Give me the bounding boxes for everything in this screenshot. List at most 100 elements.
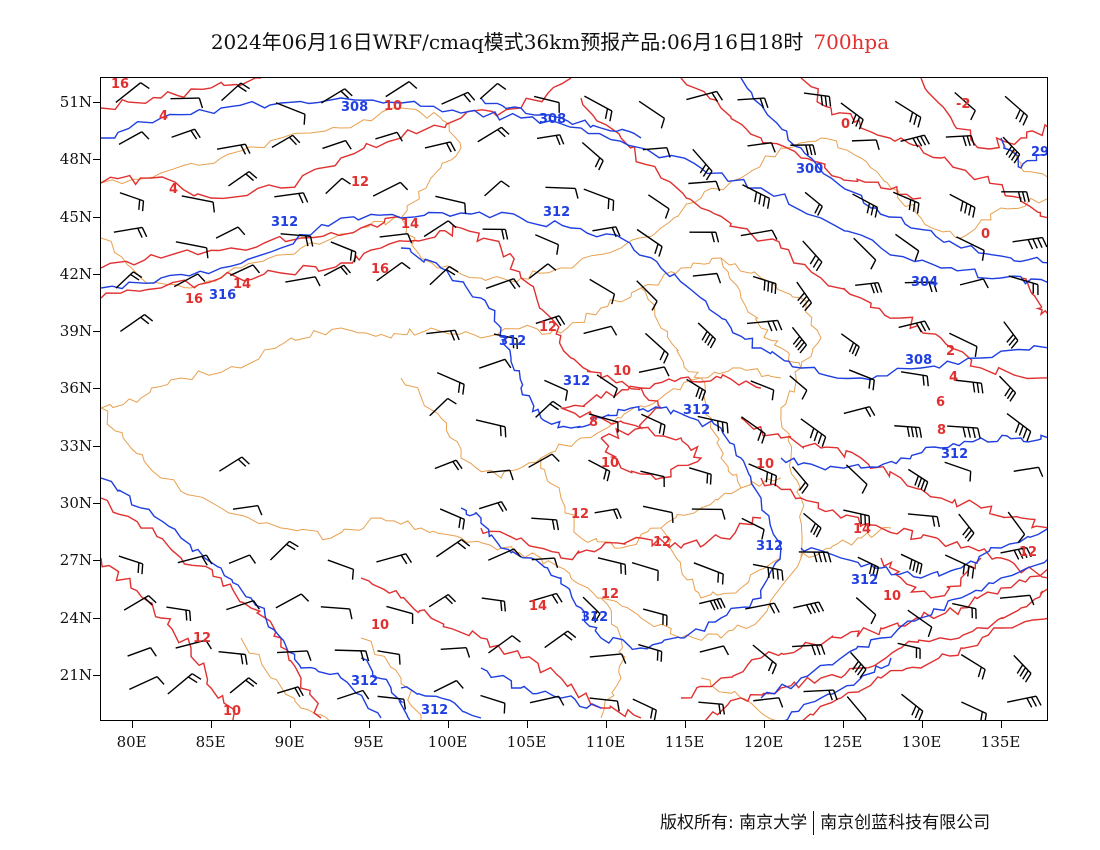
- height-contour-label: 312: [543, 205, 570, 220]
- height-contour-label: 312: [581, 610, 608, 625]
- wind-barb: [1001, 191, 1030, 203]
- wind-barb: [789, 375, 808, 400]
- wind-barb: [900, 371, 929, 387]
- wind-barb: [636, 280, 658, 311]
- lon-tick: [605, 721, 607, 728]
- temperature-contour-label: 6: [936, 395, 945, 410]
- height-contour-label: 312: [756, 539, 783, 554]
- height-contour-label: 312: [683, 403, 710, 418]
- lat-tick: [93, 216, 100, 218]
- wind-barb: [275, 593, 310, 609]
- wind-barb: [426, 329, 460, 341]
- height-contour: [480, 97, 642, 139]
- wind-barb: [699, 645, 730, 656]
- height-contour-label: 308: [341, 100, 368, 115]
- wind-barb: [167, 673, 202, 695]
- wind-barb: [642, 608, 668, 626]
- wind-barb: [589, 278, 616, 305]
- boundary-line: [660, 527, 782, 599]
- temperature-contour-label: 16: [185, 292, 203, 307]
- wind-barb: [1004, 95, 1029, 126]
- boundary-line: [600, 597, 626, 719]
- lon-label: 105E: [506, 733, 547, 751]
- height-contour: [400, 247, 782, 651]
- wind-barb: [170, 97, 204, 109]
- lat-label: 21N: [59, 666, 92, 685]
- wind-barb: [385, 81, 418, 98]
- wind-barbs: [113, 81, 1047, 720]
- lat-label: 45N: [59, 207, 92, 226]
- wind-barb: [485, 278, 521, 290]
- wind-barb: [741, 416, 766, 444]
- wind-barb: [588, 459, 611, 482]
- lat-tick: [93, 273, 100, 275]
- wind-barb: [232, 504, 263, 516]
- wind-barb: [529, 592, 563, 604]
- height-contour-label: 312: [851, 573, 878, 588]
- wind-barb: [952, 602, 977, 619]
- lon-tick: [921, 721, 923, 728]
- wind-barb: [947, 425, 981, 439]
- wind-barb: [1003, 321, 1019, 349]
- temperature-contour-label: -2: [956, 97, 970, 112]
- wind-barb: [853, 237, 877, 270]
- wind-barb: [852, 193, 879, 218]
- wind-barb: [904, 281, 938, 293]
- wind-barb: [181, 195, 216, 213]
- wind-barb: [276, 650, 312, 661]
- wind-barb: [956, 236, 985, 261]
- copyright-notice: 版权所有: 南京大学 南京创蓝科技有限公司: [660, 808, 990, 835]
- wind-barb: [641, 413, 666, 436]
- wind-barb: [636, 228, 663, 257]
- temperature-contour: [101, 78, 572, 200]
- wind-barb: [129, 675, 165, 691]
- wind-barb: [441, 91, 476, 105]
- temperature-contour-label: 16: [111, 78, 129, 92]
- wind-barb: [216, 143, 251, 155]
- wind-barb: [118, 131, 150, 145]
- temperature-contour: [800, 78, 1047, 219]
- temperature-contour: [480, 516, 762, 561]
- wind-barb: [423, 220, 457, 238]
- wind-barb: [900, 553, 923, 575]
- wind-barb: [175, 241, 209, 259]
- temperature-contour-label: 12: [653, 535, 671, 550]
- title-main: 2024年06月16日WRF/cmaq模式36km预报产品:06月16日18时: [210, 30, 804, 54]
- wind-barb: [480, 694, 506, 714]
- wind-barb: [488, 635, 521, 654]
- wind-barb: [1008, 275, 1039, 296]
- wind-barb: [1007, 511, 1026, 543]
- wind-barb: [439, 508, 466, 530]
- wind-barb: [1013, 466, 1044, 478]
- wind-barb: [487, 469, 514, 481]
- wind-barb: [424, 141, 456, 153]
- wind-barb: [271, 134, 301, 148]
- wind-barb: [945, 135, 975, 147]
- temperature-contour-label: 12: [539, 320, 557, 335]
- temperature-contour: [680, 568, 1047, 699]
- wind-barb: [323, 264, 352, 277]
- wind-barb: [588, 413, 619, 433]
- wind-barb: [791, 466, 809, 494]
- wind-barb: [944, 554, 975, 579]
- wind-barb: [638, 643, 663, 662]
- wind-barb: [535, 234, 560, 255]
- wind-barb: [488, 548, 522, 561]
- temperature-contour-label: 10: [384, 99, 402, 114]
- wind-barb: [688, 180, 721, 192]
- wind-barb: [1006, 412, 1032, 442]
- wind-barb: [1000, 546, 1032, 560]
- height-contour-label: 316: [209, 288, 236, 303]
- wind-barb: [589, 697, 620, 712]
- wind-barb: [493, 333, 518, 350]
- wind-barb: [218, 650, 248, 665]
- wind-barb: [843, 405, 876, 418]
- wind-barb: [840, 102, 864, 130]
- wind-barb: [275, 102, 306, 125]
- temperature-contours: [101, 78, 1047, 720]
- wind-barb: [737, 97, 769, 109]
- height-contour: [780, 434, 1047, 471]
- wind-barb: [229, 264, 261, 277]
- temperature-contour: [600, 426, 703, 481]
- wind-barb: [113, 226, 148, 238]
